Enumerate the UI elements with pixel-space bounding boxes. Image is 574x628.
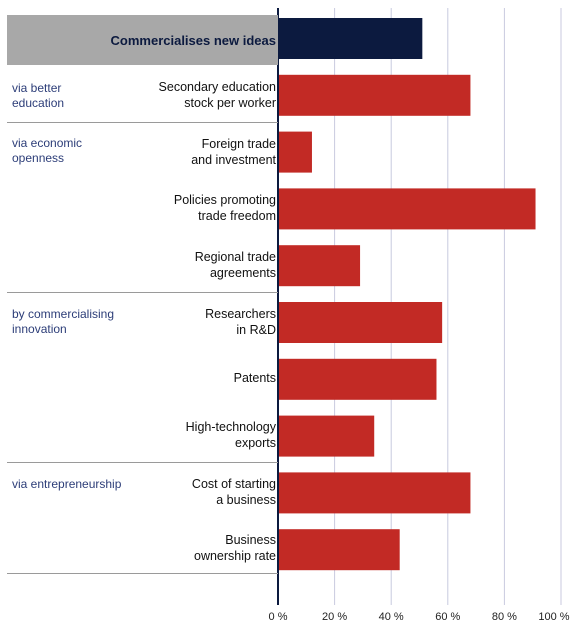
row-label-line: exports <box>235 436 276 450</box>
row-label-line: trade freedom <box>198 209 276 223</box>
row-label-high-tech-exports: High-technology exports <box>96 415 276 455</box>
header-category-label: Commercialises new ideas <box>110 32 276 48</box>
row-label-line: in R&D <box>236 323 276 337</box>
group-label-line: by commercialising <box>12 307 115 321</box>
group-label-openness: via economic openness <box>12 136 152 166</box>
group-label-line: innovation <box>12 322 67 336</box>
row-label-line: Cost of starting <box>191 477 276 491</box>
bar <box>278 415 375 457</box>
row-label-secondary-education: Secondary education stock per worker <box>96 75 276 115</box>
x-tick-label: 100 % <box>538 611 570 623</box>
row-label-line: and investment <box>191 153 276 167</box>
row-label-foreign-trade: Foreign trade and investment <box>96 132 276 172</box>
header-band <box>7 15 278 65</box>
bar <box>278 188 536 230</box>
group-label-line: via better <box>12 81 62 95</box>
group-label-education: via better education <box>12 81 152 111</box>
bar <box>278 358 437 400</box>
group-label-line: via economic <box>12 136 83 150</box>
row-label-line: Patents <box>233 371 276 385</box>
row-label-patents: Patents <box>96 358 276 398</box>
row-label-line: Foreign trade <box>201 137 276 151</box>
row-label-cost-starting-business: Cost of starting a business <box>96 472 276 512</box>
row-label-regional-trade: Regional trade agreements <box>96 245 276 285</box>
row-label-line: Business <box>225 533 276 547</box>
group-separator <box>7 292 278 293</box>
group-separator <box>7 573 278 574</box>
x-tick-label: 80 % <box>491 611 517 623</box>
row-label-business-ownership: Business ownership rate <box>96 528 276 568</box>
row-label-line: ownership rate <box>194 549 276 563</box>
x-tick-label: 20 % <box>322 611 348 623</box>
bar <box>278 131 312 173</box>
bar <box>278 245 361 287</box>
x-tick-label: 0 % <box>268 611 288 623</box>
bar <box>278 302 443 343</box>
row-label-line: Regional trade <box>194 250 276 264</box>
row-label-line: Researchers <box>205 307 276 321</box>
bar <box>278 74 471 116</box>
bar <box>278 529 400 571</box>
row-label-trade-freedom: Policies promoting trade freedom <box>96 188 276 228</box>
row-label-line: Secondary education <box>158 80 276 94</box>
row-label-line: High-technology <box>185 420 276 434</box>
group-label-entrepreneurship: via entrepreneurship <box>12 477 122 491</box>
x-tick-label: 40 % <box>378 611 404 623</box>
group-separator <box>7 122 278 123</box>
bar <box>278 472 471 514</box>
row-label-line: agreements <box>209 266 276 280</box>
group-separator <box>7 462 278 463</box>
row-label-line: stock per worker <box>184 96 276 110</box>
x-tick-label: 60 % <box>435 611 461 623</box>
header-bar <box>278 18 423 59</box>
row-label-line: a business <box>216 493 276 507</box>
row-label-line: Policies promoting <box>173 193 276 207</box>
row-label-researchers: Researchers in R&D <box>96 302 276 342</box>
group-label-line: openness <box>12 151 65 165</box>
group-label-line: education <box>12 96 65 110</box>
group-label-innovation: by commercialising innovation <box>12 307 152 337</box>
